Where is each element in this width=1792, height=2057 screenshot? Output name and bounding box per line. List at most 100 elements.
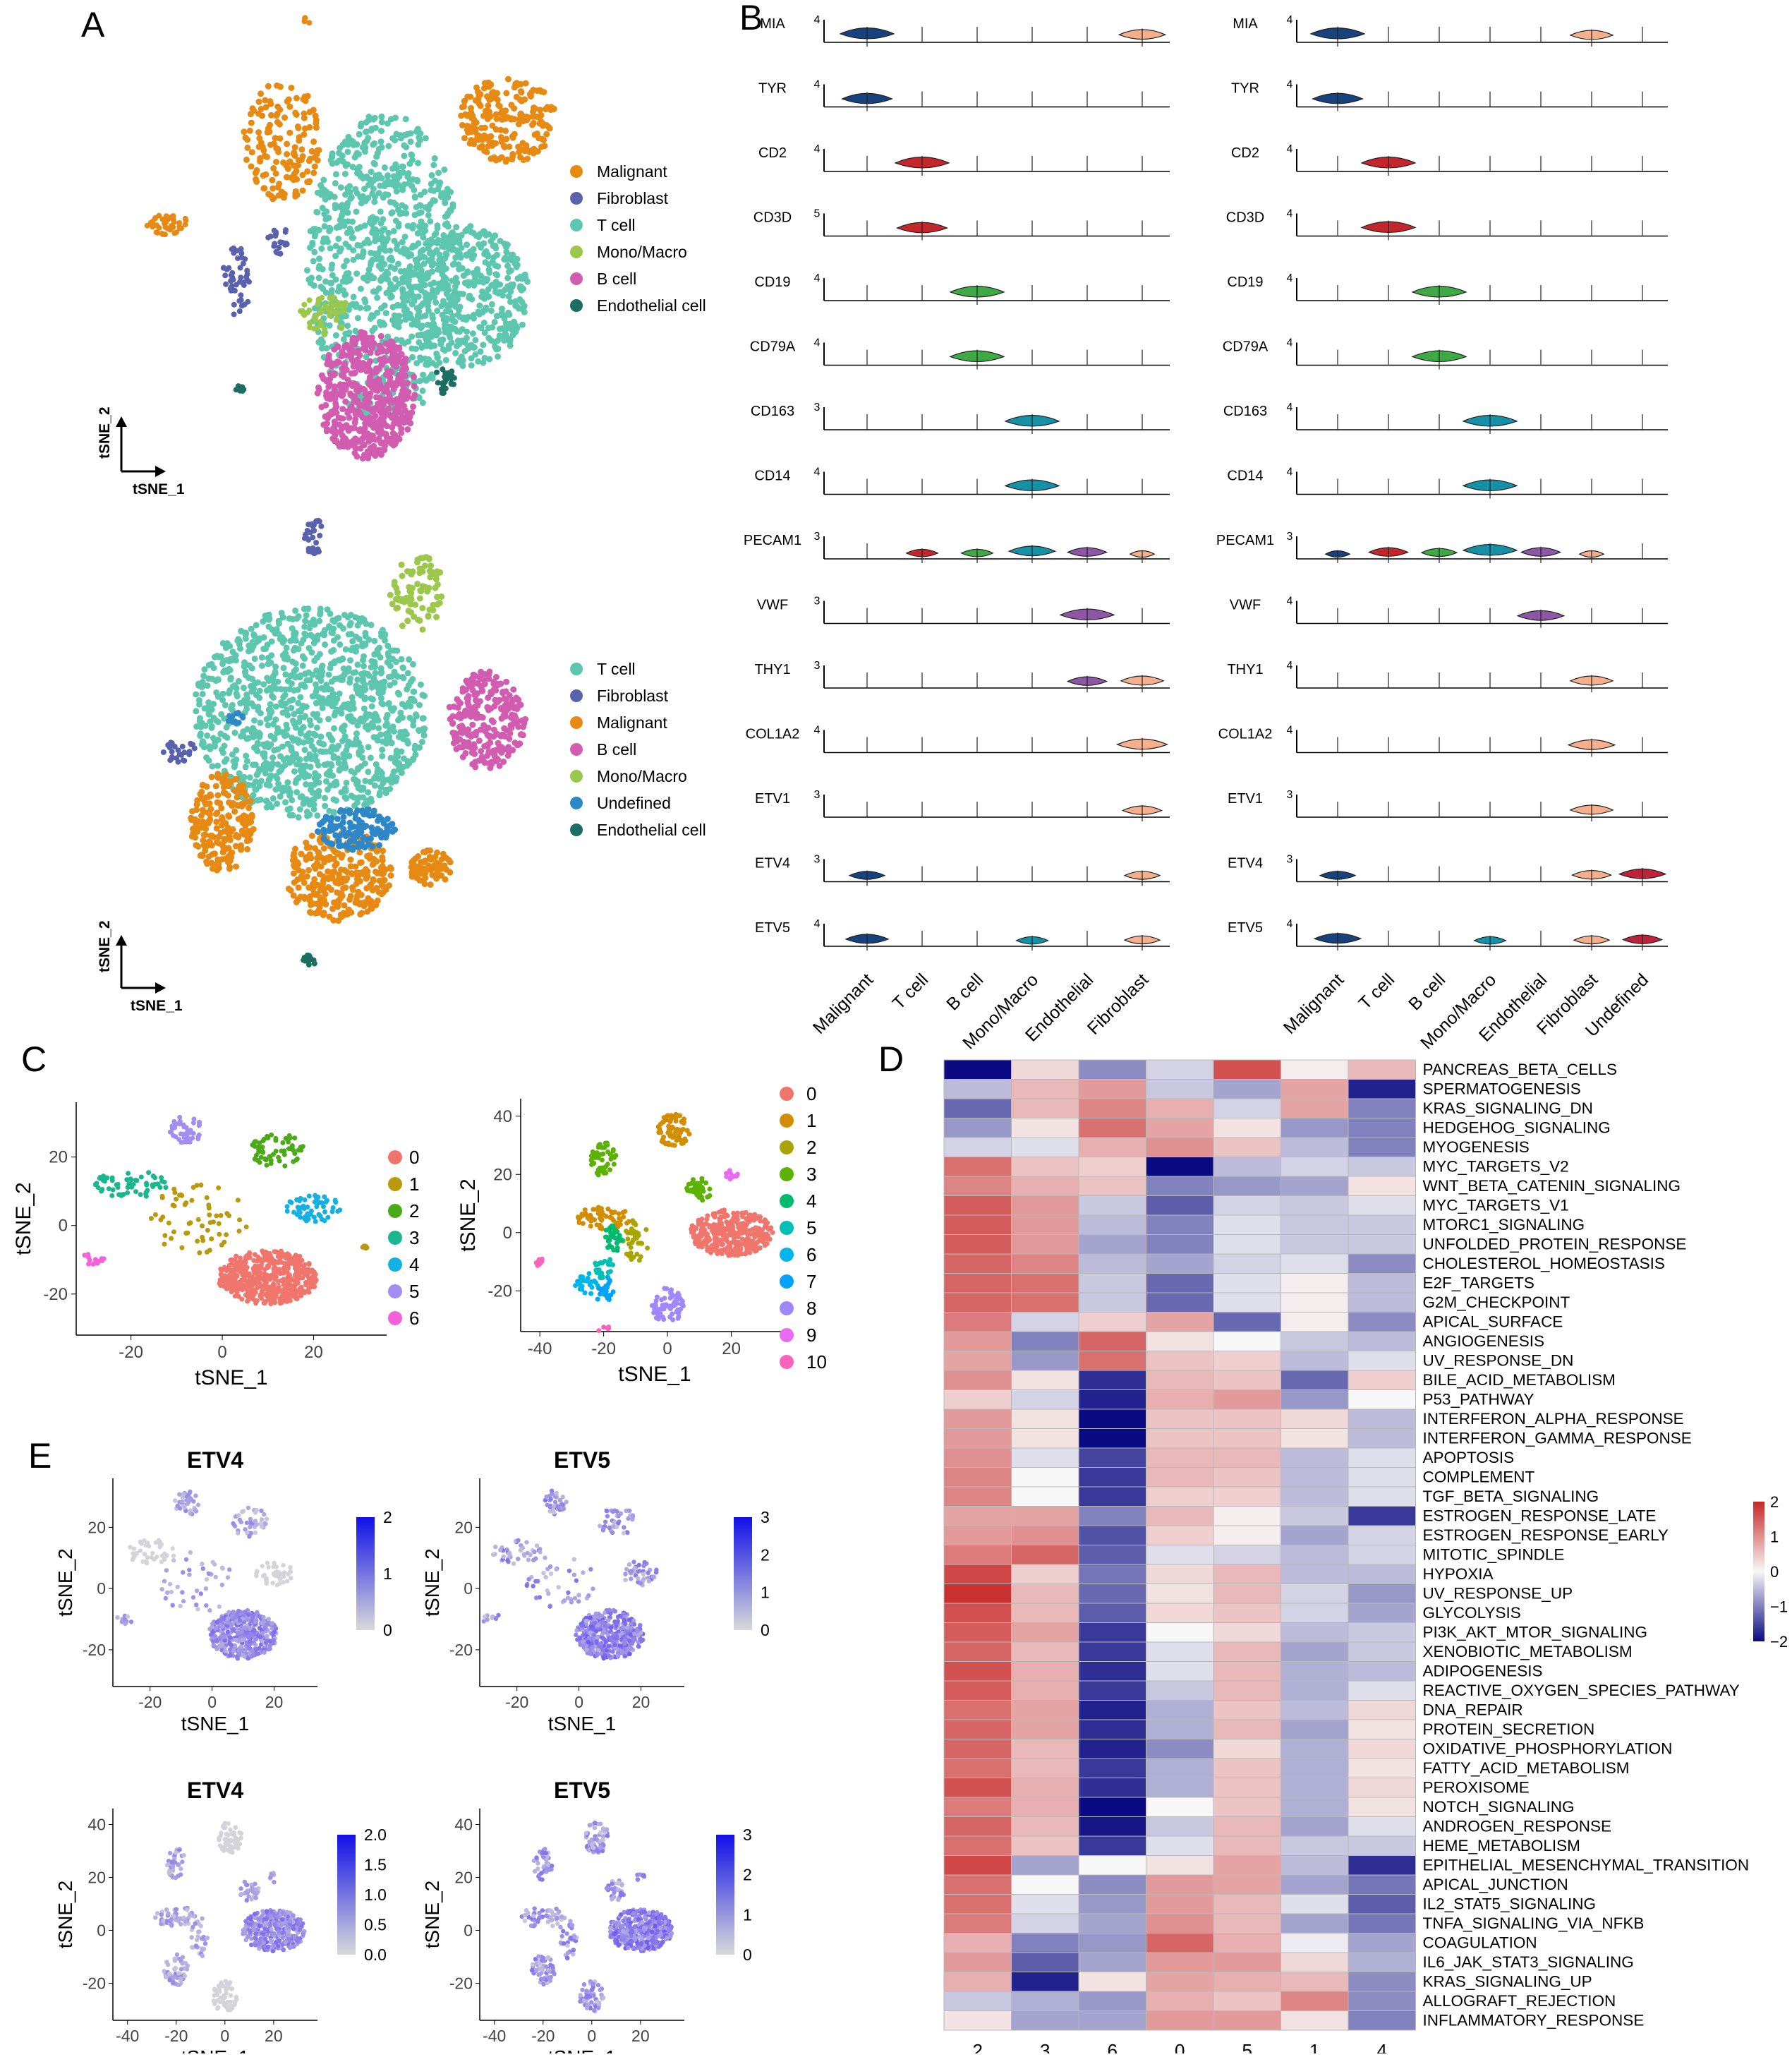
cell-point — [368, 622, 375, 628]
cell-point — [394, 165, 400, 171]
panel-label-d: D — [878, 1039, 904, 1079]
cell-point — [307, 297, 313, 303]
gene-label: MIA — [1233, 16, 1258, 32]
cell-point — [409, 354, 416, 361]
cell-point — [523, 80, 529, 87]
gene-label: CD2 — [758, 145, 787, 161]
cell-point — [338, 914, 344, 920]
cell-point — [419, 869, 425, 876]
cell-point — [384, 269, 390, 275]
cell-point — [471, 141, 477, 147]
cell-point — [224, 735, 231, 741]
cell-point — [281, 732, 288, 739]
cell-point — [315, 157, 321, 164]
cell-point — [471, 741, 477, 747]
cell-point — [349, 847, 356, 853]
cell-point — [249, 665, 255, 672]
cell-point — [269, 639, 275, 645]
cell-point — [384, 349, 390, 355]
cell-point — [385, 653, 392, 659]
cell-point — [235, 834, 241, 840]
cell-point — [497, 333, 504, 339]
cell-point — [311, 528, 317, 533]
gene-label: CD163 — [1223, 404, 1267, 419]
cell-point — [452, 318, 459, 325]
cell-point — [253, 170, 259, 176]
cell-point — [474, 713, 480, 720]
gene-label: PECAM1 — [744, 533, 801, 548]
cell-point — [313, 540, 319, 545]
cell-point — [275, 149, 281, 155]
cell-point — [492, 697, 499, 704]
scale-label: 4 — [814, 466, 821, 478]
cluster-endothelial — [434, 366, 457, 396]
cell-point — [449, 381, 454, 387]
cell-point — [313, 732, 319, 739]
cell-point — [482, 681, 488, 687]
cell-point — [243, 672, 249, 678]
cell-point — [377, 440, 384, 447]
cell-point — [308, 275, 315, 281]
cell-point — [452, 730, 458, 737]
cell-point — [231, 809, 238, 815]
cell-point — [379, 753, 385, 759]
cell-point — [320, 375, 327, 382]
cell-point — [499, 116, 505, 123]
cell-point — [205, 809, 211, 816]
cell-point — [261, 750, 267, 756]
cell-point — [224, 756, 230, 762]
cell-point — [433, 614, 440, 620]
cell-point — [303, 781, 309, 788]
cell-point — [339, 725, 346, 731]
cell-point — [301, 131, 307, 138]
cell-point — [237, 308, 243, 314]
cell-point — [309, 240, 315, 246]
cell-point — [260, 172, 267, 179]
cell-point — [485, 707, 492, 713]
cell-point — [327, 396, 334, 402]
cell-point — [359, 253, 365, 260]
cell-point — [309, 549, 315, 555]
cell-point — [339, 656, 346, 662]
gene-label: VWF — [1230, 598, 1261, 613]
cell-point — [372, 679, 378, 685]
cell-point — [418, 555, 424, 562]
cell-point — [202, 666, 208, 672]
cell-point — [443, 315, 449, 321]
cell-point — [394, 754, 401, 760]
cell-point — [398, 426, 404, 432]
cell-point — [529, 122, 535, 128]
cell-point — [320, 749, 326, 755]
cell-point — [415, 160, 421, 167]
cell-point — [509, 697, 516, 704]
cell-point — [497, 127, 504, 133]
cell-point — [252, 656, 258, 662]
cell-point — [339, 392, 346, 398]
cell-point — [221, 784, 227, 790]
cell-point — [267, 101, 274, 107]
cell-point — [432, 155, 438, 162]
cell-point — [315, 147, 321, 154]
cell-point — [387, 592, 394, 598]
cell-point — [373, 858, 380, 864]
cell-point — [280, 652, 286, 658]
cell-point — [406, 608, 412, 614]
cell-point — [484, 276, 490, 282]
cell-point — [222, 775, 228, 781]
cell-point — [265, 83, 272, 90]
scale-label: 4 — [1287, 272, 1293, 284]
cell-point — [452, 284, 459, 290]
cell-point — [454, 343, 460, 349]
cell-point — [401, 675, 407, 681]
cell-point — [283, 229, 289, 235]
cell-point — [322, 803, 328, 809]
cell-point — [454, 738, 460, 744]
cell-point — [412, 284, 418, 290]
gene-label: ETV1 — [755, 791, 790, 807]
cell-point — [411, 383, 418, 390]
cell-point — [260, 185, 267, 191]
cell-point — [340, 218, 346, 224]
cell-point — [243, 764, 249, 770]
cell-point — [209, 764, 215, 770]
tick-label: 0 — [59, 1217, 68, 1236]
